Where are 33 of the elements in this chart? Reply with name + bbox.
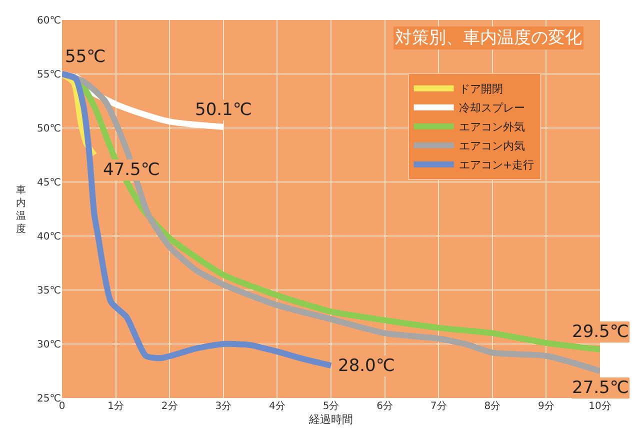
y-tick-label: 55℃: [37, 70, 61, 80]
y-tick-label: 50℃: [37, 124, 61, 134]
x-tick-label: 3分: [215, 400, 232, 412]
y-tick-label: 45℃: [37, 178, 61, 188]
legend-label: エアコン+走行: [458, 158, 534, 172]
y-tick-label: 30℃: [37, 340, 61, 350]
legend-label: ドア開閉: [458, 82, 503, 96]
annotation: 47.5℃: [103, 160, 160, 180]
annotation: 29.5℃: [572, 322, 629, 342]
legend-label: エアコン内気: [458, 140, 525, 153]
x-tick-label: 7分: [430, 400, 447, 412]
x-tick-label: 8分: [484, 400, 501, 412]
annotation: 50.1℃: [195, 100, 252, 120]
y-tick-label: 40℃: [37, 232, 61, 242]
annotation: 27.5℃: [572, 378, 629, 398]
x-tick-label: 2分: [161, 400, 178, 412]
x-tick-label: 5分: [322, 400, 340, 412]
x-tick-label: 1分: [108, 400, 124, 412]
x-tick-label: 10分: [588, 400, 612, 412]
x-tick-label: 4分: [269, 400, 286, 412]
x-tick-label: 6分: [376, 400, 393, 412]
legend-label: 冷却スプレー: [458, 102, 525, 115]
text: 対策別、車内温度の変化: [395, 28, 582, 48]
y-tick-label: 25℃: [37, 394, 61, 404]
y-axis-title: 車内温度: [16, 184, 26, 235]
annotation: 28.0℃: [338, 356, 395, 376]
legend-label: エアコン外気: [458, 120, 525, 134]
annotation: 55℃: [65, 47, 106, 67]
y-tick-label: 60℃: [37, 16, 61, 26]
x-tick-label: 0: [58, 401, 66, 412]
y-tick-label: 35℃: [37, 286, 61, 296]
x-axis-title: 経過時間: [308, 413, 353, 426]
x-tick-label: 9分: [538, 400, 554, 412]
